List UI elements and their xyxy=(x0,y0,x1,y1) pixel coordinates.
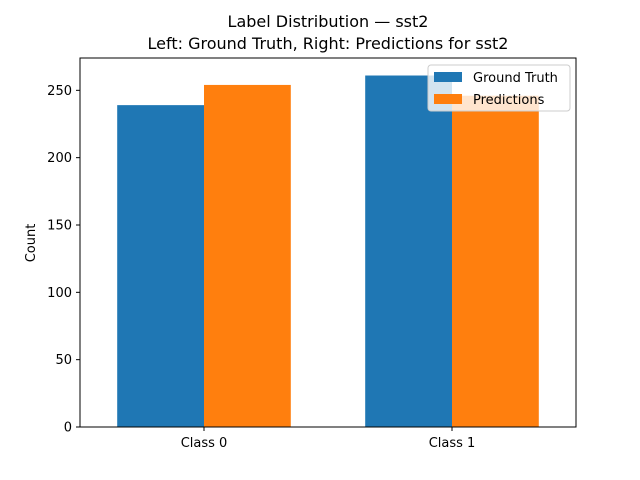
legend-swatch xyxy=(434,94,462,104)
legend-box xyxy=(427,64,571,112)
chart-title: Label Distribution — sst2 xyxy=(228,12,429,31)
legend-label: Predictions xyxy=(473,93,545,108)
legend-label: Ground Truth xyxy=(473,71,558,86)
plot-frame xyxy=(79,57,577,428)
bar-ground-truth-class-1 xyxy=(365,75,452,428)
y-tick-label: 150 xyxy=(47,218,72,233)
bar-predictions-class-1 xyxy=(452,95,539,427)
chart-subtitle: Left: Ground Truth, Right: Predictions f… xyxy=(148,34,509,53)
y-tick-label: 50 xyxy=(55,353,72,368)
bar-predictions-class-0 xyxy=(204,84,291,428)
y-tick-label: 200 xyxy=(47,151,72,166)
y-tick-label: 0 xyxy=(64,421,72,436)
legend: Ground Truth Predictions xyxy=(427,64,571,112)
x-tick-label: Class 1 xyxy=(429,436,476,451)
x-tick-label: Class 0 xyxy=(181,436,228,451)
y-tick-label: 250 xyxy=(47,84,72,99)
legend-swatch xyxy=(434,72,462,82)
axes-layer: 0 50 100 150 200 250 Class 0 Class 1 xyxy=(47,57,577,451)
bars-layer xyxy=(117,75,539,428)
y-axis-label: Count xyxy=(24,224,39,263)
bar-ground-truth-class-0 xyxy=(117,105,204,427)
y-tick-label: 100 xyxy=(47,286,72,301)
